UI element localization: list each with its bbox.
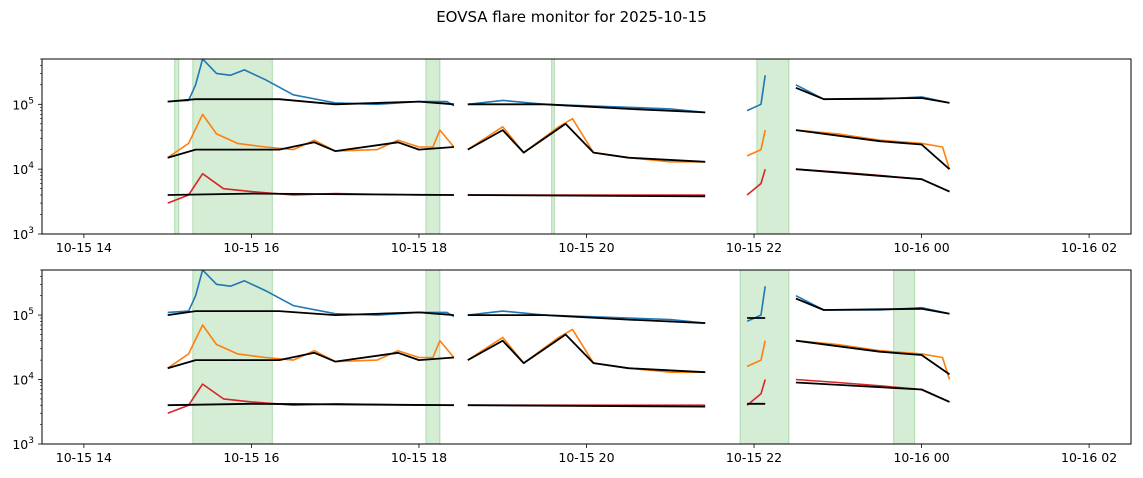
x-tick-label: 10-16 00 xyxy=(893,450,949,465)
mid-freq-series-line xyxy=(746,340,766,368)
x-tick-label: 10-15 18 xyxy=(391,240,447,255)
baseline-fit-line xyxy=(167,98,454,106)
high-freq-series-line xyxy=(746,286,766,323)
high-freq-series-line xyxy=(746,75,766,112)
baseline-fit-line xyxy=(167,402,454,407)
high-freq-series-line xyxy=(795,294,950,315)
baseline-fit-line xyxy=(795,381,950,403)
x-tick-label: 10-15 22 xyxy=(726,450,782,465)
x-tick-label: 10-15 20 xyxy=(558,450,614,465)
flare-interval-shade xyxy=(551,58,555,235)
figure-title: EOVSA flare monitor for 2025-10-15 xyxy=(436,8,707,26)
mid-freq-series-line xyxy=(167,324,455,369)
x-tick-label: 10-16 02 xyxy=(1061,450,1117,465)
bottom-panel: 10-15 14 10-15 16 10-15 18 10-15 20 10-15 22… xyxy=(12,269,1132,465)
mid-freq-series-line xyxy=(795,129,951,170)
y-tick-label: 104 xyxy=(12,372,34,388)
low-freq-series-line xyxy=(746,379,766,406)
mid-freq-series-line xyxy=(795,339,951,380)
baseline-fit-line xyxy=(795,168,950,193)
baseline-fit-line xyxy=(467,103,706,114)
flare-interval-shade xyxy=(174,58,180,235)
baseline-fit-line xyxy=(795,297,950,315)
y-tick-label: 105 xyxy=(12,307,34,323)
mid-freq-series-line xyxy=(167,113,455,159)
x-tick-label: 10-16 00 xyxy=(893,240,949,255)
baseline-fit-line xyxy=(795,86,950,104)
mid-freq-series-line xyxy=(746,129,766,157)
x-tick-label: 10-15 22 xyxy=(726,240,782,255)
y-tick-label: 103 xyxy=(12,226,34,242)
y-tick-label: 105 xyxy=(12,96,34,112)
x-tick-label: 10-15 16 xyxy=(223,240,279,255)
mid-freq-series-line xyxy=(467,117,706,163)
x-tick-label: 10-15 14 xyxy=(56,450,112,465)
baseline-fit-line xyxy=(167,351,454,370)
x-tick-label: 10-15 18 xyxy=(391,450,447,465)
flare-interval-shade xyxy=(893,269,916,445)
baseline-fit-line xyxy=(167,141,454,159)
baseline-fit-line xyxy=(467,314,706,324)
mid-freq-series-line xyxy=(467,328,706,373)
baseline-fit-line xyxy=(167,310,454,316)
flare-interval-shade xyxy=(739,269,790,445)
baseline-fit-line xyxy=(467,194,706,198)
x-tick-label: 10-15 14 xyxy=(56,240,112,255)
x-tick-label: 10-15 16 xyxy=(223,450,279,465)
y-tick-label: 104 xyxy=(12,161,34,177)
baseline-fit-line xyxy=(467,333,706,374)
low-freq-series-line xyxy=(746,168,766,196)
top-panel: 10-15 14 10-15 16 10-15 18 10-15 20 10-15 22… xyxy=(12,58,1132,255)
y-tick-label: 103 xyxy=(12,436,34,452)
baseline-fit-line xyxy=(795,129,951,170)
high-freq-series-line xyxy=(795,84,950,104)
baseline-fit-line xyxy=(167,192,454,196)
baseline-fit-line xyxy=(795,339,951,376)
baseline-fit-line xyxy=(467,122,706,163)
x-tick-label: 10-16 02 xyxy=(1061,240,1117,255)
x-tick-label: 10-15 20 xyxy=(558,240,614,255)
baseline-fit-line xyxy=(467,404,706,408)
